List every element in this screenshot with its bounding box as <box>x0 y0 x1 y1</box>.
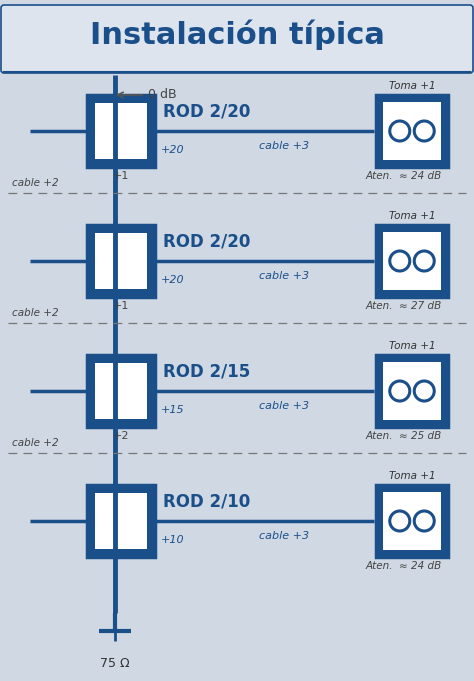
Text: ROD 2/15: ROD 2/15 <box>163 363 250 381</box>
Bar <box>95 493 147 549</box>
Bar <box>376 95 448 167</box>
Bar <box>95 363 147 419</box>
Text: ROD 2/10: ROD 2/10 <box>163 493 250 511</box>
Bar <box>87 225 155 297</box>
Text: +20: +20 <box>161 275 185 285</box>
Text: +2: +2 <box>113 431 129 441</box>
Text: +10: +10 <box>161 535 185 545</box>
Bar <box>383 232 441 290</box>
Text: ROD 2/20: ROD 2/20 <box>163 233 250 251</box>
Text: Aten.  ≈ 27 dB: Aten. ≈ 27 dB <box>366 301 442 311</box>
Text: cable +3: cable +3 <box>259 141 310 151</box>
Text: 0 dB: 0 dB <box>148 89 177 101</box>
Text: Toma +1: Toma +1 <box>389 81 435 91</box>
Text: Aten.  ≈ 24 dB: Aten. ≈ 24 dB <box>366 171 442 181</box>
Text: +1: +1 <box>113 301 129 311</box>
Text: Aten.  ≈ 24 dB: Aten. ≈ 24 dB <box>366 561 442 571</box>
Bar <box>376 485 448 557</box>
Bar <box>87 95 155 167</box>
Bar <box>95 233 147 289</box>
Text: ROD 2/20: ROD 2/20 <box>163 103 250 121</box>
Text: cable +3: cable +3 <box>259 531 310 541</box>
Text: cable +2: cable +2 <box>12 438 59 448</box>
Bar <box>383 492 441 550</box>
Bar <box>383 362 441 420</box>
FancyBboxPatch shape <box>1 5 473 73</box>
Bar <box>87 485 155 557</box>
Text: Toma +1: Toma +1 <box>389 211 435 221</box>
Bar <box>376 355 448 427</box>
Bar <box>87 355 155 427</box>
Text: +15: +15 <box>161 405 185 415</box>
Text: cable +3: cable +3 <box>259 271 310 281</box>
Text: Aten.  ≈ 25 dB: Aten. ≈ 25 dB <box>366 431 442 441</box>
Bar <box>383 102 441 160</box>
Text: cable +3: cable +3 <box>259 401 310 411</box>
Text: cable +2: cable +2 <box>12 308 59 318</box>
Text: Instalación típica: Instalación típica <box>90 20 384 50</box>
Text: cable +2: cable +2 <box>12 178 59 188</box>
Text: Toma +1: Toma +1 <box>389 471 435 481</box>
Bar <box>95 103 147 159</box>
Bar <box>376 225 448 297</box>
Text: Toma +1: Toma +1 <box>389 341 435 351</box>
Text: +20: +20 <box>161 145 185 155</box>
Text: +1: +1 <box>113 171 129 181</box>
Text: 75 Ω: 75 Ω <box>100 657 130 670</box>
